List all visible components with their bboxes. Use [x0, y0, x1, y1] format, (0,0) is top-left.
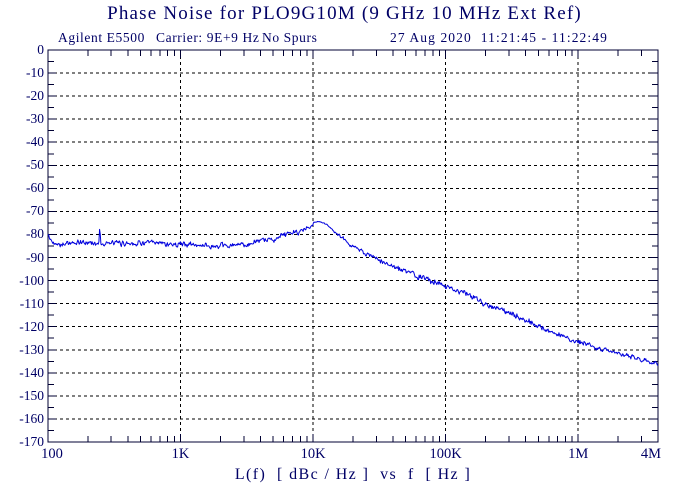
y-tick-label: -40: [26, 134, 44, 150]
carrier-frequency-label: Carrier: 9E+9 Hz: [156, 30, 260, 45]
x-axis-title: L(f) [ dBc / Hz ] vs f [ Hz ]: [234, 466, 472, 483]
y-tick-label: -140: [19, 364, 44, 380]
y-tick-label: -160: [19, 410, 44, 426]
y-tick-label: -170: [19, 434, 44, 449]
x-tick-label: 1K: [171, 446, 190, 462]
spurs-status-label: No Spurs: [262, 30, 318, 45]
instrument-label: Agilent E5500: [58, 30, 145, 45]
y-tick-label: -50: [26, 157, 44, 173]
y-tick-label: -130: [19, 341, 44, 357]
y-tick-label: -80: [26, 226, 44, 242]
x-tick-label: 10K: [300, 446, 326, 462]
phase-noise-trace: [47, 220, 659, 366]
y-tick-label: -20: [26, 88, 44, 104]
x-tick-label: 1M: [568, 446, 589, 462]
y-tick-label: -10: [26, 65, 44, 81]
x-tick-label: 100: [41, 446, 63, 462]
x-tick-label: 100K: [429, 446, 462, 462]
y-tick-label: -150: [19, 387, 44, 403]
y-tick-label: -70: [26, 203, 44, 219]
x-tick-label: 4M: [640, 446, 662, 462]
y-tick-label: -30: [26, 111, 44, 127]
y-tick-label: -60: [26, 180, 44, 196]
y-tick-label: -90: [26, 249, 44, 265]
y-tick-label: -110: [19, 295, 44, 311]
chart-title: Phase Noise for PLO9G10M (9 GHz 10 MHz E…: [107, 3, 582, 24]
y-tick-label: -100: [19, 272, 44, 288]
y-tick-label: -120: [19, 318, 44, 334]
y-tick-label: 0: [37, 42, 44, 57]
measurement-datetime-label: 27 Aug 2020 11:21:45 - 11:22:49: [390, 30, 608, 45]
